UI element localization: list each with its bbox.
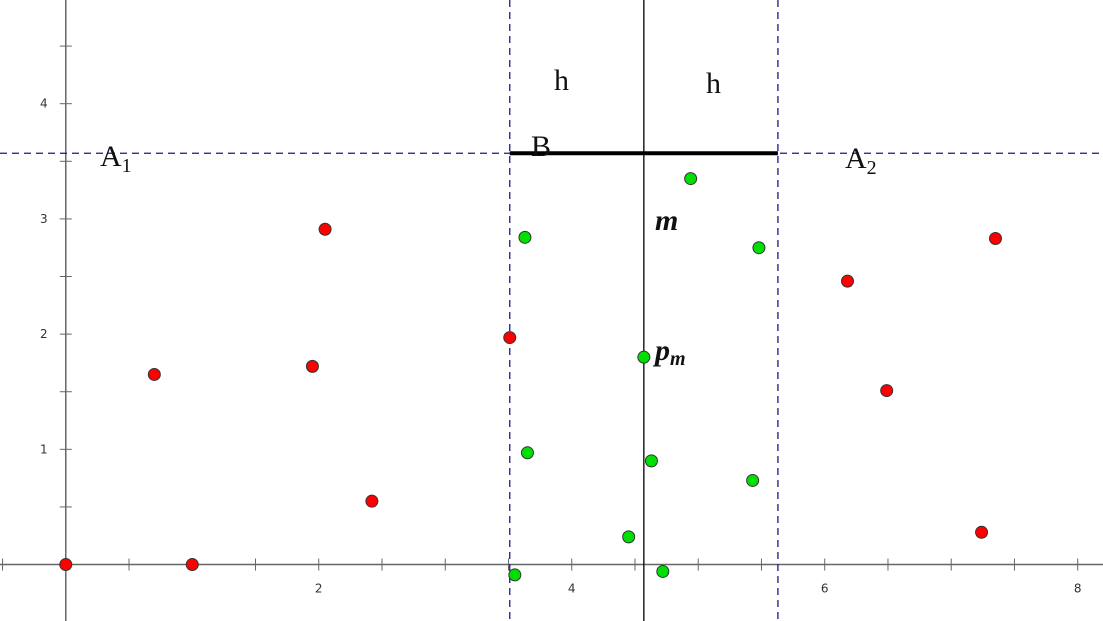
green-point <box>752 241 766 255</box>
label-b: B <box>531 130 551 163</box>
green-point <box>518 230 532 244</box>
red-point <box>305 359 319 373</box>
green-point <box>508 568 522 582</box>
red-point <box>59 558 73 572</box>
y-tick-label: 1 <box>40 442 48 456</box>
green-point <box>622 530 636 544</box>
green-point <box>656 564 670 578</box>
label-pm: pm <box>652 334 686 370</box>
green-point <box>746 473 760 487</box>
red-point <box>318 222 332 236</box>
green-point <box>644 454 658 468</box>
x-tick-label: 8 <box>1074 582 1082 596</box>
red-point <box>988 231 1002 245</box>
red-point <box>365 494 379 508</box>
red-point <box>503 331 517 345</box>
green-point <box>520 446 534 460</box>
label-a2: A2 <box>845 142 877 179</box>
x-tick-label: 4 <box>568 582 576 596</box>
y-tick-label: 2 <box>40 327 48 341</box>
label-h-left: h <box>554 64 569 97</box>
x-tick-label: 6 <box>821 582 829 596</box>
label-h-right: h <box>706 67 721 100</box>
green-point <box>684 172 698 186</box>
label-m: m <box>655 204 678 237</box>
red-point <box>975 525 989 539</box>
labels: A1 B A2 h h m pm <box>100 64 877 370</box>
red-point <box>185 558 199 572</box>
label-a1: A1 <box>100 140 132 177</box>
red-point <box>840 274 854 288</box>
red-point <box>880 384 894 398</box>
green-point <box>637 350 651 364</box>
red-point <box>147 367 161 381</box>
x-tick-label: 2 <box>315 582 323 596</box>
y-tick-label: 3 <box>40 212 48 226</box>
y-tick-label: 4 <box>40 97 48 111</box>
points <box>59 172 1002 582</box>
